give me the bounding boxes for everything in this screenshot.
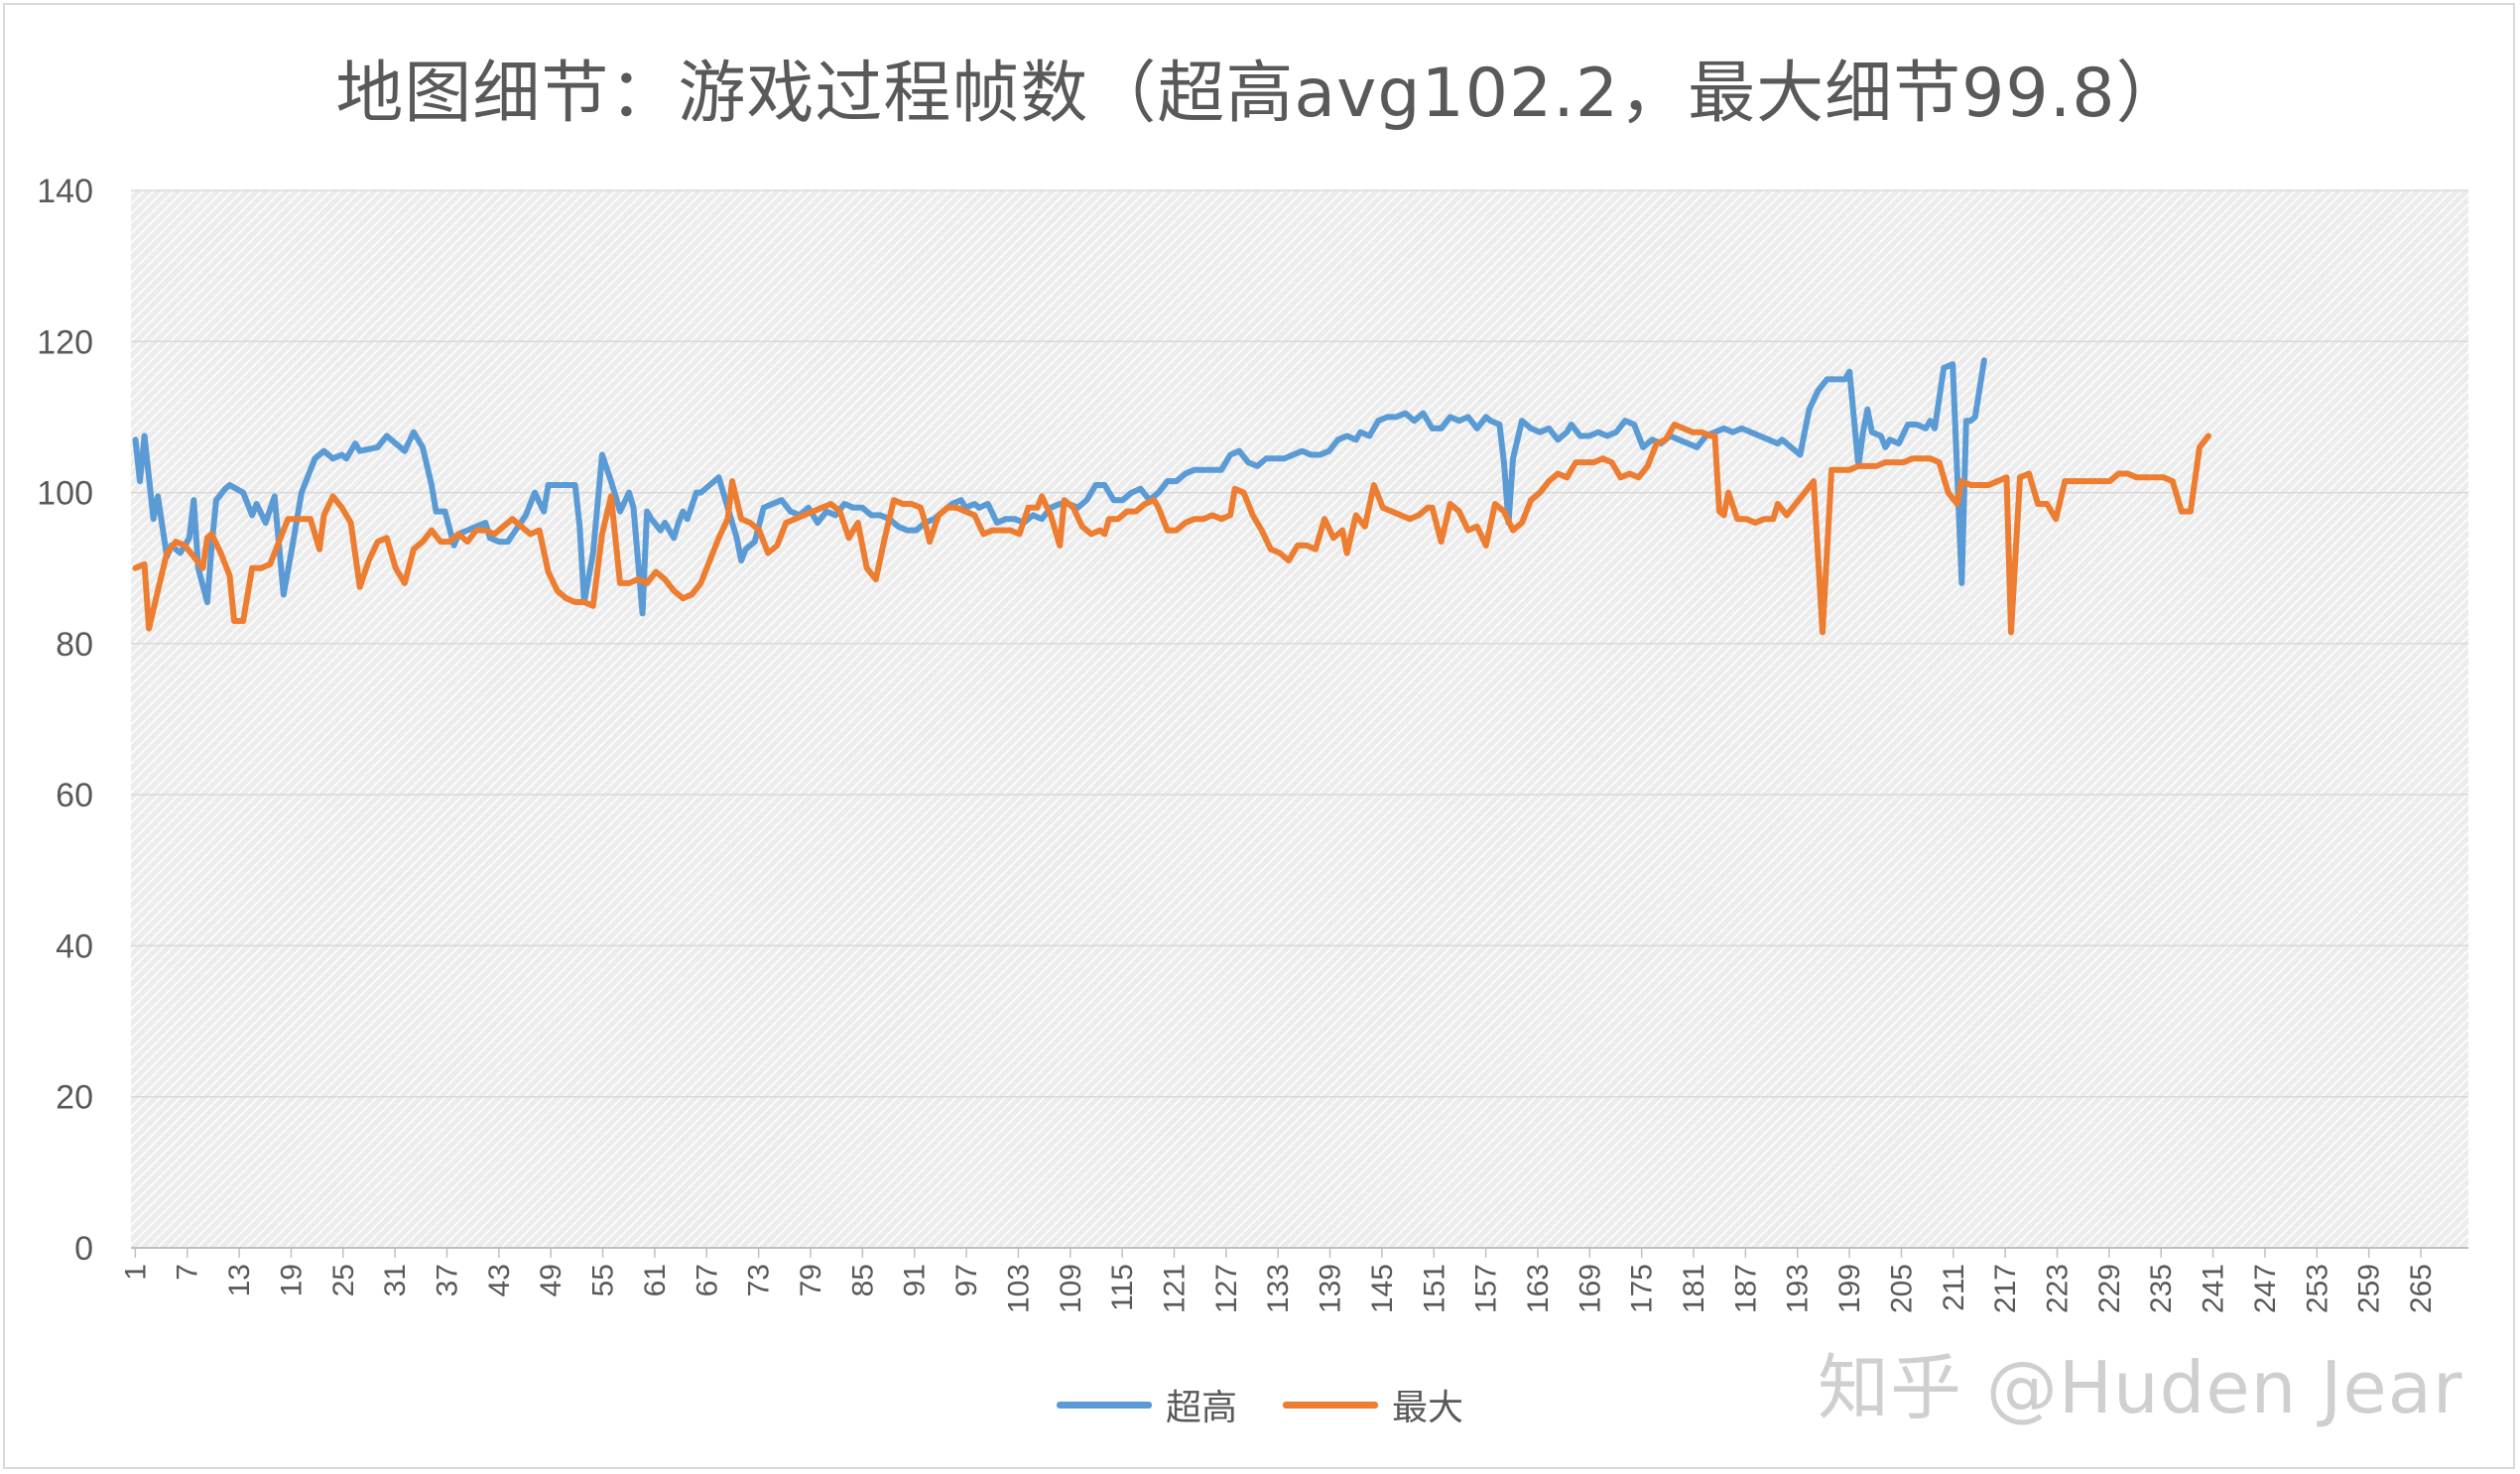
x-tick-label: 97 — [950, 1264, 983, 1296]
watermark: 知乎 @Huden Jear — [1818, 1346, 2463, 1429]
x-tick-label: 61 — [639, 1264, 672, 1296]
y-tick-label: 60 — [56, 777, 93, 814]
x-tick-label: 115 — [1106, 1264, 1139, 1311]
x-tick-label: 139 — [1315, 1264, 1347, 1313]
x-tick-label: 13 — [223, 1264, 256, 1296]
x-tick-label: 169 — [1574, 1264, 1606, 1313]
series-layer — [132, 357, 2211, 636]
legend-swatch — [1056, 1401, 1152, 1409]
x-tick-label: 181 — [1678, 1264, 1710, 1313]
x-tick-label: 163 — [1522, 1264, 1555, 1313]
x-tick-label: 67 — [691, 1264, 723, 1296]
x-tick-label: 223 — [2042, 1264, 2075, 1313]
x-axis: 1 7 13 19 25 31 37 43 49 55 61 67 73 79 85 91 97 103 109 11… — [119, 1248, 2438, 1313]
x-tick-label: 43 — [483, 1264, 516, 1296]
gridlines — [131, 189, 2468, 1249]
x-tick-label: 49 — [535, 1264, 567, 1296]
x-tick-label: 241 — [2198, 1264, 2230, 1313]
x-tick-label: 205 — [1885, 1264, 1918, 1313]
x-tick-label: 73 — [743, 1264, 776, 1296]
chart-title: 地图细节：游戏过程帧数（超高avg102.2，最大细节99.8） — [335, 55, 2185, 133]
x-tick-label: 211 — [1938, 1264, 1970, 1311]
series-line-max — [132, 422, 2211, 636]
x-tick-label: 7 — [172, 1264, 204, 1281]
x-tick-label: 193 — [1782, 1264, 1815, 1313]
y-tick-label: 140 — [37, 173, 93, 210]
legend-label: 超高 — [1165, 1388, 1237, 1428]
legend-label: 最大 — [1392, 1388, 1464, 1428]
x-tick-label: 31 — [379, 1264, 412, 1296]
x-tick-label: 37 — [431, 1264, 463, 1296]
x-tick-label: 103 — [1002, 1264, 1035, 1313]
x-tick-label: 121 — [1158, 1264, 1191, 1313]
y-tick-label: 40 — [56, 927, 93, 965]
x-tick-label: 19 — [275, 1264, 308, 1296]
x-tick-label: 259 — [2353, 1264, 2386, 1313]
y-tick-label: 0 — [74, 1230, 93, 1268]
x-tick-label: 151 — [1418, 1264, 1450, 1313]
x-tick-label: 187 — [1729, 1264, 1762, 1313]
y-axis: 0 20 40 60 80 100 120 140 — [37, 173, 93, 1268]
x-tick-label: 109 — [1055, 1264, 1087, 1313]
legend-swatch — [1283, 1401, 1378, 1409]
x-tick-label: 247 — [2249, 1264, 2282, 1313]
x-tick-label: 79 — [795, 1264, 827, 1296]
y-tick-label: 120 — [37, 323, 93, 361]
x-tick-label: 85 — [846, 1264, 879, 1296]
x-tick-label: 175 — [1626, 1264, 1659, 1313]
x-tick-label: 1 — [119, 1264, 152, 1281]
y-tick-label: 100 — [37, 475, 93, 513]
x-tick-label: 157 — [1470, 1264, 1503, 1313]
legend: 超高 最大 — [0, 1379, 2520, 1430]
y-tick-label: 80 — [56, 626, 93, 664]
x-tick-label: 55 — [587, 1264, 620, 1296]
x-tick-label: 217 — [1989, 1264, 2022, 1313]
legend-item-ultra: 超高 — [1056, 1379, 1237, 1430]
x-tick-label: 235 — [2145, 1264, 2178, 1313]
plot-background — [131, 190, 2468, 1248]
x-tick-label: 229 — [2093, 1264, 2126, 1313]
legend-item-max: 最大 — [1283, 1379, 1463, 1430]
series-line-ultra — [132, 357, 1987, 617]
x-tick-label: 127 — [1210, 1264, 1243, 1313]
x-tick-label: 91 — [899, 1264, 932, 1296]
x-tick-label: 253 — [2301, 1264, 2333, 1313]
x-tick-label: 133 — [1262, 1264, 1295, 1313]
x-tick-label: 145 — [1366, 1264, 1399, 1313]
x-tick-label: 199 — [1833, 1264, 1866, 1313]
x-tick-label: 265 — [2405, 1264, 2438, 1313]
x-tick-label: 25 — [327, 1264, 360, 1296]
y-tick-label: 20 — [56, 1079, 93, 1117]
